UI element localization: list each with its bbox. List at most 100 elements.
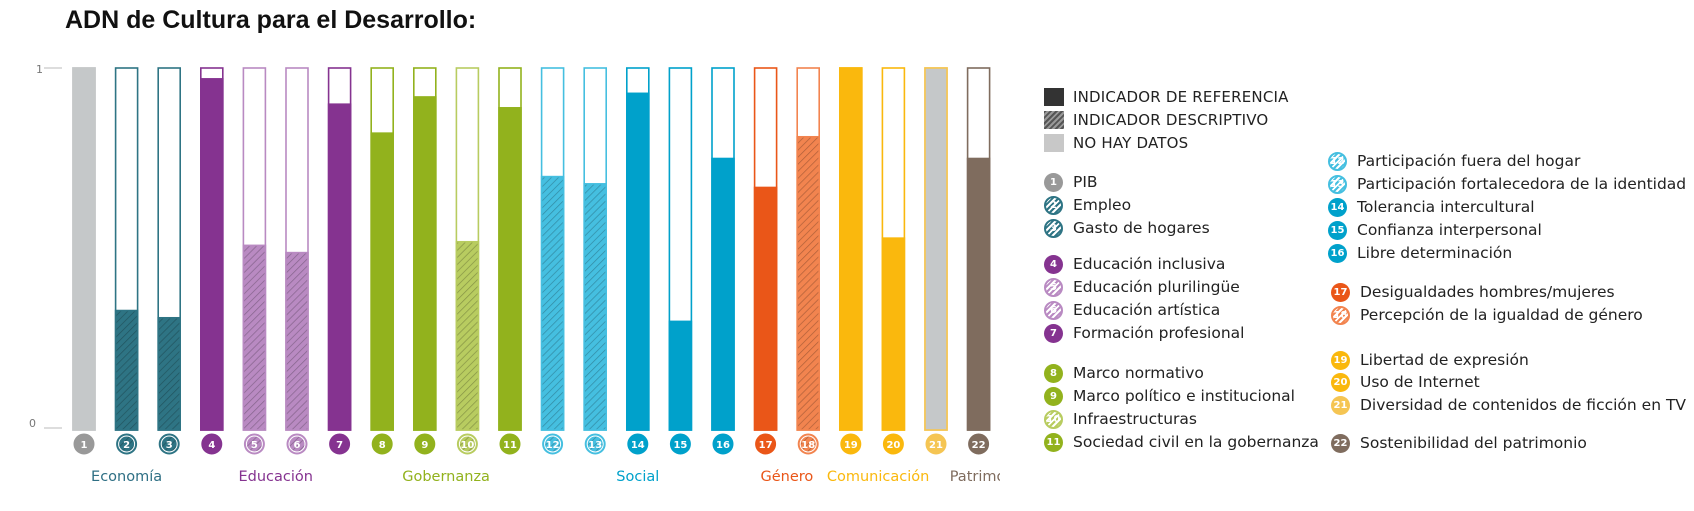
- legend-label-type-1: INDICADOR DE REFERENCIA: [1073, 88, 1289, 106]
- bar-chart: 1 0 1 2 3 4 5 6 7 8 9 10 11 12 13 14 15 16 17 18 19 20 21 22 …: [29, 63, 1000, 485]
- bar-number-circle-9: [414, 433, 436, 455]
- bar-number-circle-8: [371, 433, 393, 455]
- bar-number-hatch-5: [246, 436, 262, 452]
- bar-number-hatch-6: [289, 436, 305, 452]
- bar-14: [625, 92, 650, 431]
- legend-number-circle-22: 22: [1331, 434, 1350, 453]
- bar-2: [114, 309, 139, 431]
- bar-number-label-9: 9: [421, 440, 428, 451]
- bar-number-circle-20: [882, 433, 904, 455]
- bar-number-label-13: 13: [588, 440, 602, 451]
- legend-number-circle-8: 8: [1044, 364, 1063, 383]
- legend-label-type-3: NO HAY DATOS: [1073, 134, 1189, 152]
- legend-number-circle-17: 17: [1331, 283, 1350, 302]
- legend-label-4: Educación inclusiva: [1073, 255, 1226, 273]
- legend-label-14: Tolerancia intercultural: [1357, 198, 1535, 216]
- bar-15: [668, 320, 693, 431]
- bar-number-circle-22: [968, 433, 990, 455]
- bar-number-circle-16: [712, 433, 734, 455]
- legend-number-circle-9: 9: [1044, 387, 1063, 406]
- legend-label-19: Libertad de expresión: [1360, 351, 1529, 369]
- bar-number-label-20: 20: [886, 440, 900, 451]
- bar-number-circle-15: [669, 433, 691, 455]
- bar-18: [796, 135, 821, 431]
- bar-number-label-19: 19: [844, 440, 858, 451]
- bar-number-label-15: 15: [673, 440, 687, 451]
- legend-label-5: Educación plurilingüe: [1073, 278, 1240, 296]
- legend-label-17: Desigualdades hombres/mujeres: [1360, 283, 1615, 301]
- bar-number-circle-14: [627, 433, 649, 455]
- bar-number-label-3: 3: [166, 440, 173, 451]
- bar-number-label-11: 11: [503, 440, 517, 451]
- bar-number-hatch-12: [545, 436, 561, 452]
- bar-number-label-2: 2: [123, 440, 130, 451]
- legend-swatch-referencia: [1044, 88, 1064, 106]
- legend-number-circle-12: 12: [1328, 152, 1347, 171]
- bar-8: [370, 132, 395, 431]
- bar-1: [72, 67, 96, 431]
- bar-13: [583, 183, 608, 431]
- group-label-social: Social: [616, 469, 659, 485]
- y-tick-label-0: 0: [29, 417, 36, 430]
- bar-number-label-18: 18: [801, 440, 815, 451]
- legend-number-circle-14: 14: [1328, 198, 1347, 217]
- bar-number-circle-4: [201, 433, 223, 455]
- legend-label-11: Sociedad civil en la gobernanza: [1073, 433, 1319, 451]
- bar-11: [498, 107, 522, 431]
- bar-9: [412, 96, 437, 431]
- legend-label-16: Libre determinación: [1357, 244, 1513, 262]
- bar-6: [285, 251, 309, 431]
- legend-number-circle-3: 3: [1044, 219, 1063, 238]
- bar-20: [881, 237, 906, 431]
- bar-17: [753, 186, 778, 431]
- legend-label-9: Marco político e institucional: [1073, 387, 1295, 405]
- bar-number-circle-1: [73, 433, 95, 455]
- legend-number-circle-13: 13: [1328, 175, 1347, 194]
- bar-number-label-10: 10: [460, 440, 474, 451]
- legend-label-18: Percepción de la igualdad de género: [1360, 306, 1643, 324]
- legend-number-circle-19: 19: [1331, 351, 1350, 370]
- legend-label-21: Diversidad de contenidos de ficción en T…: [1360, 396, 1687, 414]
- bar-number-circle-11: [499, 433, 521, 455]
- bar-4: [200, 78, 224, 431]
- bar-7: [327, 103, 352, 431]
- chart-title: ADN de Cultura para el Desarrollo:: [65, 6, 477, 34]
- bar-3: [157, 316, 181, 431]
- bar-number-circle-7: [329, 433, 351, 455]
- legend-number-circle-15: 15: [1328, 221, 1347, 240]
- bar-16: [711, 157, 735, 431]
- bar-number-label-7: 7: [336, 440, 343, 451]
- legend-label-20: Uso de Internet: [1360, 373, 1480, 391]
- legend-label-7: Formación profesional: [1073, 324, 1245, 342]
- bar-12: [540, 175, 565, 431]
- legend-swatch-descriptivo: [1044, 111, 1064, 129]
- legend-label-12: Participación fuera del hogar: [1357, 152, 1581, 170]
- group-label-gobernanza: Gobernanza: [402, 469, 490, 485]
- bar-number-hatch-2: [119, 436, 135, 452]
- bar-number-label-16: 16: [716, 440, 730, 451]
- bar-number-label-12: 12: [546, 440, 560, 451]
- legend-label-22: Sostenibilidad del patrimonio: [1360, 434, 1587, 452]
- legend-number-circle-21: 21: [1331, 396, 1350, 415]
- bar-number-label-6: 6: [294, 440, 301, 451]
- bar-number-label-21: 21: [929, 440, 943, 451]
- legend-swatch-nodata: [1044, 134, 1064, 152]
- legend-number-circle-11: 11: [1044, 433, 1063, 452]
- legend-number-circle-4: 4: [1044, 255, 1063, 274]
- legend-label-type-2: INDICADOR DESCRIPTIVO: [1073, 111, 1269, 129]
- group-label-género: Género: [761, 469, 814, 485]
- bar-number-circle-19: [840, 433, 862, 455]
- legend-number-circle-18: 18: [1331, 306, 1350, 325]
- legend-number-circle-5: 5: [1044, 278, 1063, 297]
- legend-label-1: PIB: [1073, 173, 1098, 191]
- legend-label-6: Educación artística: [1073, 301, 1221, 319]
- group-labels: Economía Educación Gobernanza Social Género C…: [91, 469, 1000, 485]
- group-label-educación: Educación: [238, 469, 312, 485]
- legend-number-circle-1: 1: [1044, 173, 1063, 192]
- bar-5: [242, 244, 267, 431]
- bars-group: 1 2 3 4 5 6 7 8 9 10 11 12 13 14 15 16 17 18 19 20 21 22: [72, 67, 991, 455]
- bar-number-hatch-13: [587, 436, 603, 452]
- legend-label-2: Empleo: [1073, 196, 1132, 214]
- legend-number-circle-6: 6: [1044, 301, 1063, 320]
- bar-number-label-17: 17: [759, 440, 773, 451]
